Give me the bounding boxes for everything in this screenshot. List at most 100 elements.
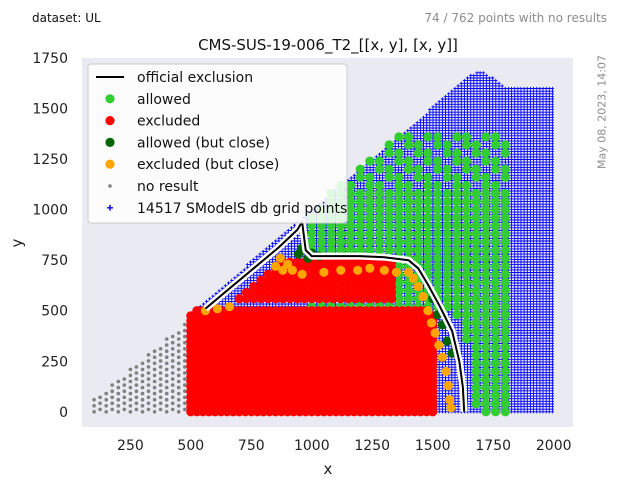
no-result-point (170, 395, 175, 400)
no-result-point (170, 407, 175, 412)
allowed-point (491, 366, 501, 376)
no-result-summary: 74 / 762 points with no results (424, 11, 607, 25)
no-result-point (158, 407, 163, 412)
allowed-point (413, 148, 423, 158)
no-result-point (134, 401, 139, 406)
allowed-point (403, 245, 414, 255)
legend-label: allowed (137, 92, 191, 108)
allowed-point (500, 237, 510, 247)
allowed-point (355, 205, 365, 215)
allowed-point (462, 285, 472, 296)
excluded-close-point (403, 267, 414, 277)
allowed-point (384, 245, 394, 255)
allowed-point (491, 221, 501, 231)
no-result-point (164, 367, 169, 372)
allowed-point (433, 253, 443, 263)
allowed-point (452, 180, 462, 190)
allowed-point (365, 229, 375, 239)
allowed-point (462, 253, 472, 263)
no-result-point (128, 385, 133, 390)
no-result-point (146, 377, 151, 381)
allowed-point (500, 366, 510, 376)
no-result-point (104, 391, 108, 396)
allowed-point (423, 197, 433, 207)
excluded-point (350, 257, 360, 267)
allowed-point (452, 156, 462, 166)
no-result-point (146, 365, 151, 369)
allowed-point (365, 188, 375, 199)
no-result-point (158, 383, 163, 387)
allowed-point (365, 221, 375, 231)
no-result-point (134, 407, 139, 412)
allowed-point (413, 221, 423, 231)
allowed-point (500, 374, 510, 385)
allowed-point (384, 172, 394, 182)
no-result-point (158, 395, 163, 400)
allowed-point (394, 294, 404, 304)
allowed-point (491, 140, 501, 150)
allowed-point (345, 229, 356, 239)
x-axis-ticks: 250 500 750 1000 1250 1500 1750 2000 (117, 438, 571, 454)
no-result-point (170, 365, 175, 369)
allowed-point (471, 245, 481, 255)
allowed-point (326, 237, 336, 247)
allowed-point (491, 253, 501, 263)
no-result-point (140, 404, 145, 408)
allowed-point (491, 164, 501, 174)
no-result-point (146, 359, 151, 363)
excluded-close-point (336, 265, 346, 275)
no-result-point (164, 410, 169, 414)
allowed-point (345, 237, 356, 247)
allowed-point (365, 197, 375, 207)
allowed-point (413, 213, 423, 223)
allowed-point (471, 294, 481, 304)
x-tick-label: 2000 (536, 438, 572, 454)
allowed-point (374, 237, 385, 247)
allowed-point (481, 180, 491, 190)
allowed-point (442, 294, 452, 304)
allowed-point (326, 245, 336, 255)
allowed-point (433, 261, 443, 271)
legend-label: excluded (but close) (137, 157, 279, 173)
allowed-point (481, 399, 491, 409)
excluded-close-point (445, 395, 455, 405)
allowed-point (394, 229, 404, 239)
no-result-point (176, 337, 181, 341)
excluded-close-point (224, 302, 235, 312)
allowed-point (481, 366, 491, 376)
allowed-point (452, 229, 462, 239)
allowed-point (442, 261, 452, 271)
no-result-point (170, 334, 175, 339)
no-result-point (176, 391, 181, 396)
no-result-point (116, 397, 121, 402)
allowed-point (423, 229, 433, 239)
allowed-point (442, 245, 452, 255)
allowed-point (500, 334, 510, 344)
allowed-point (452, 302, 462, 312)
allowed-point (403, 132, 414, 142)
no-result-point (116, 379, 121, 384)
excluded-point (358, 257, 368, 267)
allowed-point (452, 205, 462, 215)
allowed-point (384, 164, 394, 174)
allowed-point (500, 229, 510, 239)
allowed-point (442, 197, 452, 207)
allowed-point (491, 399, 501, 409)
legend-label: no result (137, 179, 199, 195)
allowed-point (500, 197, 510, 207)
x-tick-label: 750 (238, 438, 265, 454)
allowed-point (345, 205, 356, 215)
no-result-point (152, 379, 157, 384)
allowed-point (471, 366, 481, 376)
allowed-point (394, 213, 404, 223)
allowed-point (481, 302, 491, 312)
no-result-point (98, 395, 102, 400)
allowed-point (491, 188, 501, 199)
excluded-point (321, 257, 331, 267)
allowed-point (345, 180, 356, 190)
allowed-point (384, 213, 394, 223)
allowed-point (423, 156, 433, 166)
allowed-point (336, 229, 346, 239)
no-result-point (164, 355, 169, 360)
no-result-point (183, 340, 187, 345)
